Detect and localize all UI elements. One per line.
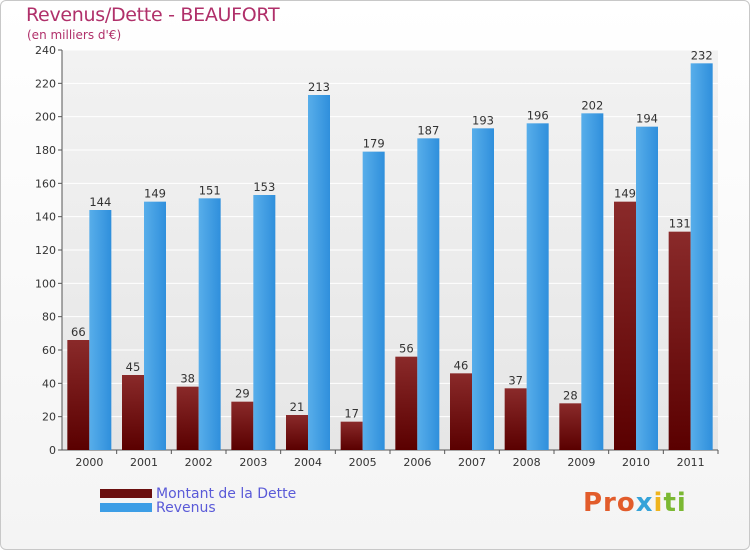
data-label-dette: 131 — [669, 217, 691, 231]
proxiti-logo: Proxiti — [583, 488, 687, 518]
bar-dette — [122, 375, 144, 450]
data-label-revenus: 213 — [308, 80, 330, 94]
bar-dette — [395, 356, 418, 450]
data-label-dette: 66 — [71, 325, 86, 339]
data-label-dette: 46 — [454, 358, 469, 372]
chart-subtitle: (en milliers d'€) — [27, 28, 122, 42]
bar-revenus — [362, 151, 385, 450]
x-tick-label: 2005 — [349, 456, 377, 469]
data-label-dette: 149 — [614, 187, 636, 201]
x-tick-label: 2004 — [294, 456, 322, 469]
bar-dette — [286, 415, 308, 450]
data-label-dette: 17 — [344, 407, 359, 421]
bar-dette — [176, 386, 199, 450]
y-tick-label: 180 — [35, 144, 56, 157]
bar-revenus — [253, 195, 276, 450]
data-label-dette: 37 — [508, 373, 523, 387]
bar-dette — [614, 201, 636, 450]
y-tick-label: 240 — [35, 44, 56, 57]
y-tick-label: 160 — [35, 177, 56, 190]
bar-revenus — [636, 126, 658, 451]
data-label-revenus: 202 — [581, 98, 603, 112]
bar-revenus — [417, 138, 440, 451]
legend-label-revenus: Revenus — [156, 500, 216, 516]
y-tick-label: 220 — [35, 77, 56, 90]
data-label-revenus: 144 — [89, 195, 111, 209]
y-tick-label: 0 — [49, 444, 56, 457]
data-label-revenus: 151 — [199, 183, 221, 197]
data-label-revenus: 179 — [363, 137, 385, 151]
x-tick-label: 2011 — [677, 456, 705, 469]
x-tick-label: 2006 — [403, 456, 431, 469]
y-tick-label: 200 — [35, 111, 56, 124]
bar-dette — [340, 421, 363, 450]
x-tick-label: 2007 — [458, 456, 486, 469]
data-label-dette: 56 — [399, 342, 414, 356]
bar-dette — [450, 373, 472, 450]
legend-swatch-revenus — [100, 503, 152, 512]
legend-swatch-dette — [100, 489, 152, 498]
data-label-dette: 45 — [126, 360, 141, 374]
bar-dette — [67, 340, 90, 450]
data-label-dette: 38 — [180, 372, 195, 386]
data-label-revenus: 193 — [472, 113, 494, 127]
data-label-revenus: 196 — [527, 108, 549, 122]
chart-title: Revenus/Dette - BEAUFORT — [26, 4, 280, 26]
y-tick-label: 120 — [35, 244, 56, 257]
bar-dette — [559, 403, 582, 450]
data-label-revenus: 187 — [417, 123, 439, 137]
data-label-revenus: 153 — [253, 180, 275, 194]
bar-revenus — [581, 113, 604, 450]
y-tick-label: 20 — [42, 411, 56, 424]
x-tick-label: 2000 — [75, 456, 103, 469]
bar-dette — [231, 401, 254, 450]
bar-revenus — [144, 201, 166, 450]
data-label-revenus: 232 — [691, 48, 713, 62]
x-tick-label: 2003 — [239, 456, 267, 469]
y-tick-label: 40 — [42, 377, 56, 390]
bar-dette — [668, 231, 691, 450]
bar-revenus — [89, 210, 112, 450]
data-label-revenus: 194 — [636, 112, 658, 126]
data-label-dette: 28 — [563, 388, 578, 402]
bar-revenus — [690, 63, 713, 450]
y-tick-label: 80 — [42, 311, 56, 324]
bar-revenus — [526, 123, 549, 450]
bar-revenus — [472, 128, 494, 451]
x-tick-label: 2009 — [567, 456, 595, 469]
legend-label-dette: Montant de la Dette — [156, 486, 297, 502]
x-tick-label: 2010 — [622, 456, 650, 469]
data-label-revenus: 149 — [144, 187, 166, 201]
x-tick-label: 2001 — [130, 456, 158, 469]
x-tick-label: 2002 — [185, 456, 213, 469]
y-tick-label: 60 — [42, 344, 56, 357]
bar-revenus — [308, 95, 330, 450]
data-label-dette: 29 — [235, 387, 250, 401]
data-label-dette: 21 — [290, 400, 305, 414]
x-tick-label: 2008 — [513, 456, 541, 469]
bar-revenus — [198, 198, 221, 450]
y-tick-label: 140 — [35, 211, 56, 224]
y-tick-label: 100 — [35, 277, 56, 290]
bar-dette — [504, 388, 527, 450]
